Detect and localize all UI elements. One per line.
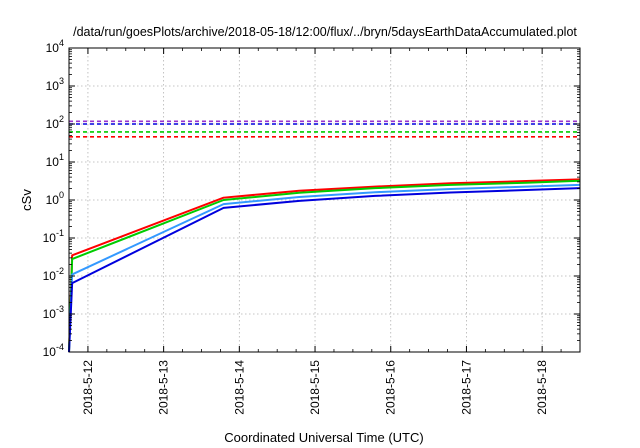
x-tick-label: 2018-5-18	[535, 360, 549, 415]
y-tick-label: 10-2	[43, 266, 64, 283]
y-tick-label: 10-4	[43, 342, 64, 359]
series-line-1	[68, 178, 581, 353]
y-tick-label: 100	[46, 190, 64, 207]
x-tick-label: 2018-5-12	[81, 360, 95, 415]
y-tick-label: 103	[46, 76, 64, 93]
x-axis-label: Coordinated Universal Time (UTC)	[224, 430, 423, 445]
y-tick-label: 102	[46, 114, 64, 131]
x-axis: 2018-5-12 2018-5-13 2018-5-14 2018-5-15 2018…	[81, 48, 562, 415]
y-tick-label: 10-3	[43, 304, 64, 321]
y-tick-label: 104	[46, 38, 64, 55]
x-tick-label: 2018-5-16	[384, 360, 398, 415]
x-tick-label: 2018-5-15	[308, 360, 322, 415]
chart-title: /data/run/goesPlots/archive/2018-05-18/1…	[73, 25, 577, 39]
y-axis-label: cSv	[19, 189, 34, 211]
series-line-2	[68, 179, 581, 353]
y-tick-label: 101	[46, 152, 64, 169]
x-tick-label: 2018-5-14	[232, 360, 246, 415]
y-tick-label: 10-1	[43, 228, 64, 245]
series-line-4	[68, 187, 581, 353]
series-layer	[68, 120, 581, 353]
x-tick-label: 2018-5-17	[459, 360, 473, 415]
x-tick-label: 2018-5-13	[157, 360, 171, 415]
series-line-3	[68, 183, 581, 353]
y-axis: 10-4 10-3 10-2 10-1 100 101 102 103 104	[43, 38, 580, 359]
